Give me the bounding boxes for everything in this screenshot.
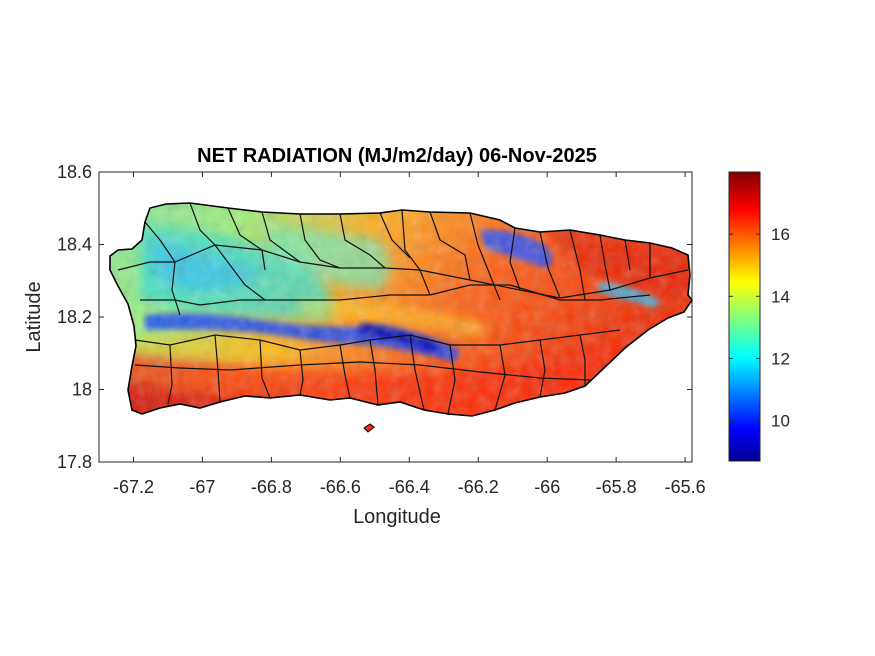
colorbar-tick-label: 12	[771, 349, 790, 368]
x-tick-label: -66.4	[389, 477, 430, 497]
x-tick-label: -67.2	[113, 477, 154, 497]
municipal-boundaries	[117, 203, 689, 415]
y-tick-label: 18.4	[57, 235, 92, 255]
colorbar-tick-label: 14	[771, 287, 790, 306]
colorbar-tick-label: 10	[771, 412, 790, 431]
x-tick-label: -66.2	[458, 477, 499, 497]
y-axis-ticks: 18.6 18.4 18.2 18 17.8	[57, 162, 692, 472]
x-tick-label: -65.8	[596, 477, 637, 497]
y-tick-label: 18.6	[57, 162, 92, 182]
colorbar-gradient	[728, 171, 761, 462]
x-tick-label: -66	[534, 477, 560, 497]
y-axis-label: Latitude	[23, 281, 45, 352]
x-tick-label: -67	[189, 477, 215, 497]
caja-de-muertos-islet	[363, 423, 375, 433]
y-tick-label: 18	[72, 380, 92, 400]
y-tick-label: 17.8	[57, 452, 92, 472]
x-tick-label: -66.6	[320, 477, 361, 497]
colorbar-ticks: 10 12 14 16	[729, 225, 790, 431]
x-tick-label: -66.8	[251, 477, 292, 497]
y-tick-label: 18.2	[57, 307, 92, 327]
x-axis-ticks: -67.2 -67 -66.8 -66.6 -66.4 -66.2 -66 -65.8 -65.…	[113, 172, 706, 497]
colorbar-tick-label: 16	[771, 225, 790, 244]
colorbar: 10 12 14 16	[728, 171, 790, 462]
island-outline	[109, 202, 693, 417]
chart-title: NET RADIATION (MJ/m2/day) 06-Nov-2025	[197, 145, 597, 167]
x-tick-label: -65.6	[665, 477, 706, 497]
x-axis-label: Longitude	[353, 506, 441, 528]
